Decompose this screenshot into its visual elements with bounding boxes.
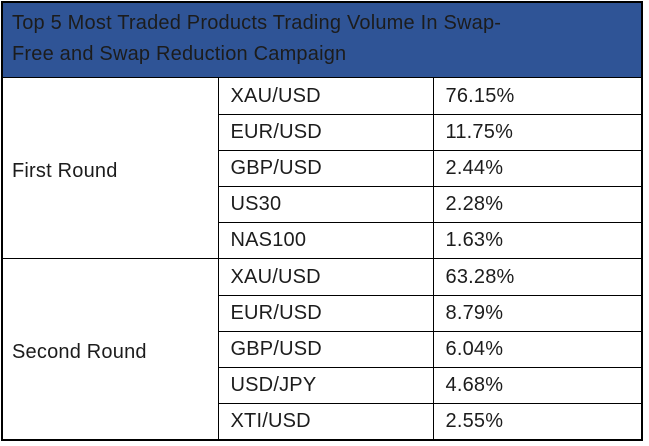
product-cell: GBP/USD (217, 330, 434, 369)
product-cell: XAU/USD (217, 258, 434, 296)
table-row: Second Round XAU/USD 63.28% (1, 258, 643, 441)
table-row: GBP/USD 2.44% (2, 149, 643, 188)
volume-cell: 2.44% (432, 149, 643, 188)
table-title-line-1: Top 5 Most Traded Products Trading Volum… (12, 12, 502, 35)
product-cell: XAU/USD (217, 77, 434, 115)
product-cell: EUR/USD (217, 113, 434, 151)
table-title: Top 5 Most Traded Products Trading Volum… (1, 1, 643, 79)
table-row: EUR/USD 11.75% (2, 113, 643, 151)
round-cell-first: First Round (1, 77, 219, 260)
volume-cell: 2.28% (432, 186, 643, 224)
product-cell: GBP/USD (217, 149, 434, 188)
volume-cell: 1.63% (432, 222, 643, 260)
table-row: US30 2.28% (2, 186, 643, 224)
volume-cell: 6.04% (432, 330, 643, 369)
product-cell: EUR/USD (217, 294, 434, 332)
campaign-volume-table: Top 5 Most Traded Products Trading Volum… (1, 1, 643, 441)
volume-cell: 4.68% (432, 367, 643, 405)
table-row: NAS100 1.63% (2, 222, 643, 260)
volume-cell: 8.79% (432, 294, 643, 332)
table-row: EUR/USD 8.79% (2, 294, 643, 332)
product-cell: US30 (217, 186, 434, 224)
product-cell: XTI/USD (217, 403, 434, 441)
table-title-line-2: Free and Swap Reduction Campaign (12, 43, 347, 66)
table-row: USD/JPY 4.68% (2, 367, 643, 405)
table-row: XTI/USD 2.55% (2, 403, 643, 441)
table-row: GBP/USD 6.04% (2, 330, 643, 369)
volume-cell: 63.28% (432, 258, 643, 296)
volume-cell: 2.55% (432, 403, 643, 441)
round-cell-second: Second Round (1, 258, 219, 441)
product-cell: NAS100 (217, 222, 434, 260)
product-cell: USD/JPY (217, 367, 434, 405)
table-row: First Round XAU/USD 76.15% (1, 77, 643, 260)
volume-cell: 76.15% (432, 77, 643, 115)
volume-cell: 11.75% (432, 113, 643, 151)
title-row: Top 5 Most Traded Products Trading Volum… (1, 1, 643, 79)
